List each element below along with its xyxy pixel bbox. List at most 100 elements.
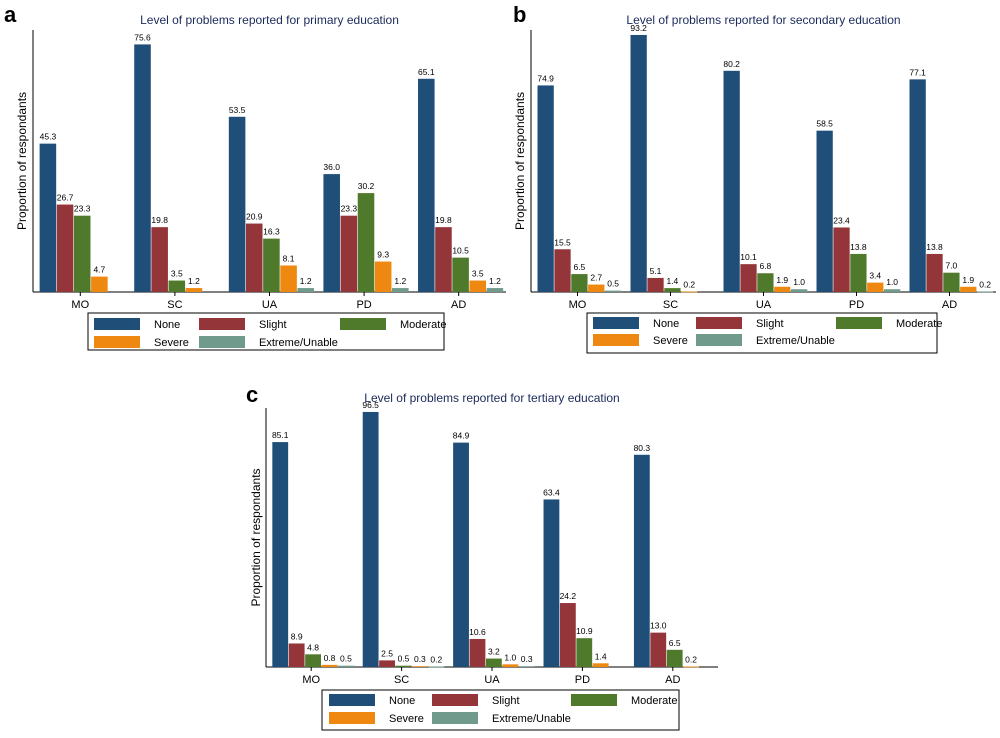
data-label: 75.6 bbox=[134, 32, 151, 42]
data-label: 0.2 bbox=[685, 654, 697, 664]
bar-severe-ua bbox=[774, 286, 791, 292]
data-label: 8.1 bbox=[283, 253, 295, 263]
panel-label-a: a bbox=[4, 2, 17, 27]
legend-label: None bbox=[653, 318, 679, 330]
data-label: 24.2 bbox=[560, 591, 577, 601]
panel-label-c: c bbox=[246, 382, 259, 407]
bar-moderate-sc bbox=[395, 665, 412, 667]
bar-none-mo bbox=[39, 143, 57, 292]
legend-label: None bbox=[389, 695, 415, 707]
legend-label: Moderate bbox=[896, 318, 942, 330]
bar-severe-ad bbox=[469, 280, 487, 292]
data-label: 23.4 bbox=[833, 215, 850, 225]
bar-none-sc bbox=[134, 44, 151, 292]
bar-moderate-ad bbox=[666, 649, 683, 667]
legend-swatch-extreme-unable bbox=[199, 336, 245, 348]
data-label: 7.0 bbox=[945, 261, 957, 271]
bar-severe-pd bbox=[592, 663, 609, 667]
x-tick-label: SC bbox=[663, 299, 678, 311]
bar-none-ua bbox=[453, 442, 469, 667]
data-label: 85.1 bbox=[272, 430, 289, 440]
chart-title: Level of problems reported for primary e… bbox=[140, 13, 399, 27]
legend-swatch-slight bbox=[199, 318, 245, 330]
data-label: 13.0 bbox=[650, 621, 667, 631]
legend-swatch-severe bbox=[593, 334, 639, 346]
data-label: 1.0 bbox=[886, 277, 898, 287]
bar-none-ad bbox=[909, 79, 926, 292]
bar-slight-mo bbox=[288, 643, 305, 667]
bar-slight-mo bbox=[554, 249, 571, 292]
data-label: 23.3 bbox=[74, 204, 91, 214]
data-label: 0.2 bbox=[683, 279, 695, 289]
data-label: 0.3 bbox=[521, 654, 533, 664]
data-label: 80.2 bbox=[723, 59, 740, 69]
bar-slight-sc bbox=[647, 277, 664, 292]
data-label: 0.5 bbox=[340, 654, 352, 664]
legend-swatch-severe bbox=[329, 712, 375, 724]
data-label: 1.2 bbox=[489, 276, 501, 286]
data-label: 10.1 bbox=[740, 252, 757, 262]
data-label: 0.2 bbox=[979, 279, 991, 289]
data-label: 10.5 bbox=[452, 246, 469, 256]
chart-title: Level of problems reported for tertiary … bbox=[364, 391, 619, 405]
data-label: 20.9 bbox=[246, 212, 263, 222]
data-label: 0.2 bbox=[430, 654, 442, 664]
x-tick-label: MO bbox=[569, 299, 587, 311]
legend-label: Extreme/Unable bbox=[259, 337, 338, 349]
legend-label: Moderate bbox=[631, 695, 677, 707]
data-label: 77.1 bbox=[909, 67, 926, 77]
data-label: 1.0 bbox=[793, 277, 805, 287]
bar-none-ua bbox=[723, 70, 740, 293]
bar-slight-sc bbox=[151, 227, 168, 292]
data-label: 1.4 bbox=[595, 651, 607, 661]
bar-none-pd bbox=[816, 130, 833, 292]
data-label: 19.8 bbox=[151, 215, 168, 225]
data-label: 96.5 bbox=[362, 400, 379, 410]
bar-moderate-sc bbox=[664, 288, 681, 292]
data-label: 13.8 bbox=[850, 242, 867, 252]
bar-moderate-ad bbox=[452, 257, 469, 292]
bar-none-ad bbox=[418, 78, 435, 292]
legend-label: Moderate bbox=[400, 319, 446, 331]
y-axis-label: Proportion of respondants bbox=[513, 92, 527, 230]
y-axis-label: Proportion of respondants bbox=[249, 468, 263, 606]
bar-slight-ad bbox=[926, 253, 943, 292]
data-label: 9.3 bbox=[377, 250, 389, 260]
bar-moderate-ua bbox=[485, 658, 502, 667]
legend-swatch-moderate bbox=[571, 694, 617, 706]
data-label: 1.2 bbox=[188, 276, 200, 286]
legend-label: Severe bbox=[154, 337, 189, 349]
x-tick-label: AD bbox=[665, 674, 680, 686]
bar-slight-sc bbox=[379, 660, 395, 667]
bar-extreme-unable-pd bbox=[884, 289, 901, 292]
bar-extreme-unable-mo bbox=[605, 290, 622, 292]
bar-none-pd bbox=[323, 174, 340, 292]
data-label: 26.7 bbox=[57, 193, 74, 203]
bar-slight-pd bbox=[833, 227, 850, 292]
x-tick-label: AD bbox=[942, 299, 957, 311]
legend-swatch-none bbox=[593, 317, 639, 329]
data-label: 23.3 bbox=[341, 204, 358, 214]
data-label: 3.5 bbox=[171, 269, 183, 279]
legend-swatch-none bbox=[94, 318, 140, 330]
bar-moderate-mo bbox=[571, 274, 588, 292]
bar-none-ua bbox=[228, 116, 246, 292]
bar-severe-mo bbox=[588, 284, 605, 292]
bar-extreme-unable-sc bbox=[428, 666, 445, 668]
bar-slight-ad bbox=[650, 632, 667, 667]
bar-extreme-unable-ua bbox=[518, 666, 535, 668]
bar-severe-ad bbox=[683, 666, 700, 668]
bar-severe-sc bbox=[185, 288, 203, 292]
legend-label: None bbox=[154, 319, 180, 331]
data-label: 13.8 bbox=[926, 242, 943, 252]
bar-extreme-unable-mo bbox=[338, 665, 354, 667]
data-label: 30.2 bbox=[358, 181, 375, 191]
x-tick-label: MO bbox=[71, 299, 89, 311]
legend-swatch-none bbox=[329, 694, 375, 706]
x-tick-label: PD bbox=[575, 674, 590, 686]
bar-severe-pd bbox=[867, 282, 884, 292]
bar-moderate-pd bbox=[850, 253, 867, 292]
data-label: 45.3 bbox=[40, 132, 57, 142]
bar-severe-ua bbox=[280, 265, 297, 292]
x-tick-label: MO bbox=[302, 674, 320, 686]
